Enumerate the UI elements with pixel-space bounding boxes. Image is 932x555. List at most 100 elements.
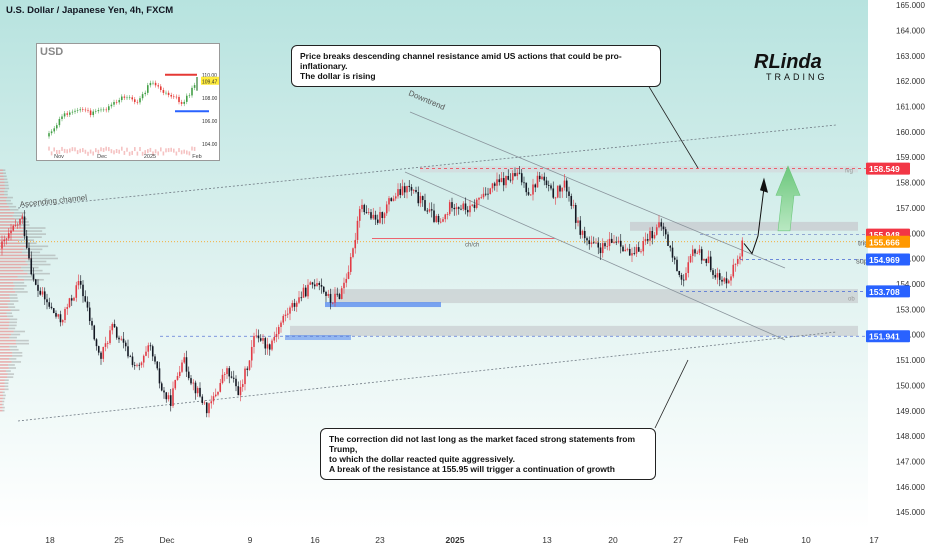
inset-candle-body [97,110,100,112]
candle-body [592,242,595,244]
candle-body [16,224,19,226]
volume-profile-bar [15,342,29,345]
price-label: 151.941 [869,332,900,342]
candle-body [336,293,339,295]
volume-profile-bar [8,327,16,330]
candle-body [613,241,615,243]
volume-profile-bar [17,275,33,278]
candle-body [518,172,521,174]
volume-profile-bar [2,391,5,394]
volume-profile-bar [0,242,21,245]
candle-body [43,291,46,300]
inset-volume-bar [118,149,120,154]
volume-profile-bar [0,184,5,187]
volume-profile-bar [0,312,7,315]
candle-body [493,183,496,186]
candle-body [473,204,476,208]
candle-body [250,346,253,361]
inset-volume-bar [165,148,167,153]
volume-profile-bar [0,272,28,275]
inset-candle-body [193,85,196,88]
candle-body [680,274,683,280]
volume-profile-bar [0,382,5,385]
candle-body [471,204,474,206]
candle-body [14,225,17,227]
candle-body [421,196,424,201]
inset-candle-body [89,110,92,116]
candle-body [255,335,258,337]
volume-profile-bar [7,303,14,305]
candle-body [509,179,512,181]
volume-profile-bar [0,282,14,284]
candle-body [478,197,480,200]
candle-body [516,172,519,176]
candle-body [149,345,152,347]
candle-body [383,213,386,219]
candle-body [545,180,548,186]
candle-body [232,377,235,379]
candle-body [298,297,300,303]
volume-profile-bar [0,336,10,339]
volume-profile-bar [0,294,10,296]
inset-volume-bar [188,151,191,156]
volume-profile-bar [12,215,24,217]
candle-body [529,194,532,196]
volume-profile-bar [9,345,18,348]
candle-body [698,249,701,253]
candle-body [77,281,80,286]
candle-body [142,355,145,363]
volume-profile-bar [0,318,10,321]
inset-candle-body [178,96,180,103]
inset-candle-body [141,94,144,99]
candle-body [664,229,667,235]
volume-profile-bar [0,251,23,254]
candle-body [109,330,111,344]
inset-candle-body [160,86,162,91]
candle-body [178,371,181,377]
volume-profile-bar [0,351,13,354]
candle-body [507,175,510,180]
candle-body [208,403,210,414]
inset-volume-bar [157,151,159,156]
candle-body [329,293,332,303]
candle-body [640,251,642,253]
price-label: 158.549 [869,164,900,174]
volume-profile-bar [16,224,30,226]
volume-profile-bar [15,291,28,293]
candle-body [682,279,685,281]
candle-body [194,382,197,394]
candle-body [653,234,656,239]
inset-time-tick: Dec [97,154,107,160]
price-tick: 147.000 [896,458,925,467]
candle-body [669,245,672,248]
volume-profile-bar [14,218,27,220]
volume-profile-bar [2,406,5,409]
candle-body [86,301,89,308]
price-tick: 165.000 [896,1,925,10]
candle-body [601,243,604,254]
time-tick: 17 [869,535,879,545]
candle-body [599,247,602,254]
volume-profile-bar [8,364,15,366]
zone-band [290,325,858,337]
inset-candle-body [56,125,58,129]
inset-candle-body [165,92,167,94]
inset-volume-bar [152,151,154,156]
price-tick: 152.000 [896,331,925,340]
callout-pointer [644,79,699,169]
candles-layer [1,165,744,418]
inset-volume-bar [76,150,79,155]
candle-body [538,175,541,180]
downtrend-upper [409,111,786,269]
inset-candle-body [48,133,50,137]
zone-band [330,289,858,304]
candle-body [370,212,372,219]
inset-candle-body [71,111,74,113]
candle-body [651,230,654,239]
inset-candle-body [152,82,154,84]
candle-body [205,402,208,414]
inset-candle-body [128,97,131,98]
volume-profile-bar [0,199,6,202]
inset-candle-body [180,102,183,104]
inset-volume-bar [95,148,97,153]
